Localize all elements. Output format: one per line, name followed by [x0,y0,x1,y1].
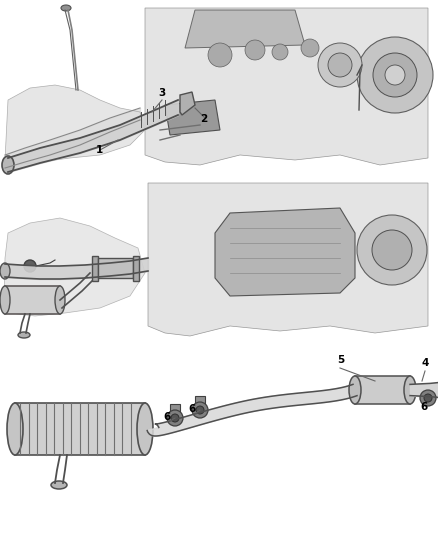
Circle shape [272,44,288,60]
Polygon shape [180,92,195,115]
Circle shape [245,40,265,60]
Circle shape [328,53,352,77]
Ellipse shape [404,376,416,404]
Circle shape [171,414,179,422]
Circle shape [301,39,319,57]
Text: 1: 1 [96,145,103,155]
Text: 6: 6 [188,404,195,414]
Text: 2: 2 [200,114,207,124]
Circle shape [357,215,427,285]
Circle shape [357,37,433,113]
Polygon shape [165,100,220,135]
Circle shape [420,390,436,406]
Ellipse shape [0,263,10,279]
Circle shape [24,260,36,272]
Circle shape [373,53,417,97]
Circle shape [318,43,362,87]
Circle shape [385,65,405,85]
Ellipse shape [0,286,10,314]
Text: 4: 4 [422,358,429,368]
Bar [98,258,133,278]
Text: 6: 6 [163,412,170,422]
Bar [15,403,145,455]
Bar [355,376,410,404]
Ellipse shape [55,286,65,314]
Polygon shape [215,208,355,296]
Bar [92,256,98,281]
Circle shape [372,230,412,270]
Polygon shape [185,10,305,48]
Text: 6: 6 [420,402,427,412]
Ellipse shape [2,156,14,174]
Bar [133,256,139,281]
Polygon shape [148,183,428,336]
Polygon shape [5,85,145,165]
Ellipse shape [349,376,361,404]
Bar [170,404,180,412]
Circle shape [196,406,204,414]
Bar [5,286,60,314]
Polygon shape [147,384,357,436]
Ellipse shape [61,5,71,11]
Polygon shape [4,218,145,316]
Bar [195,396,205,404]
Ellipse shape [18,332,30,338]
Text: 5: 5 [337,355,344,365]
Circle shape [208,43,232,67]
Ellipse shape [137,403,153,455]
Ellipse shape [51,481,67,489]
Polygon shape [145,8,428,165]
Text: 3: 3 [158,88,165,98]
Circle shape [167,410,183,426]
Ellipse shape [7,403,23,455]
Circle shape [192,402,208,418]
Circle shape [424,394,432,402]
